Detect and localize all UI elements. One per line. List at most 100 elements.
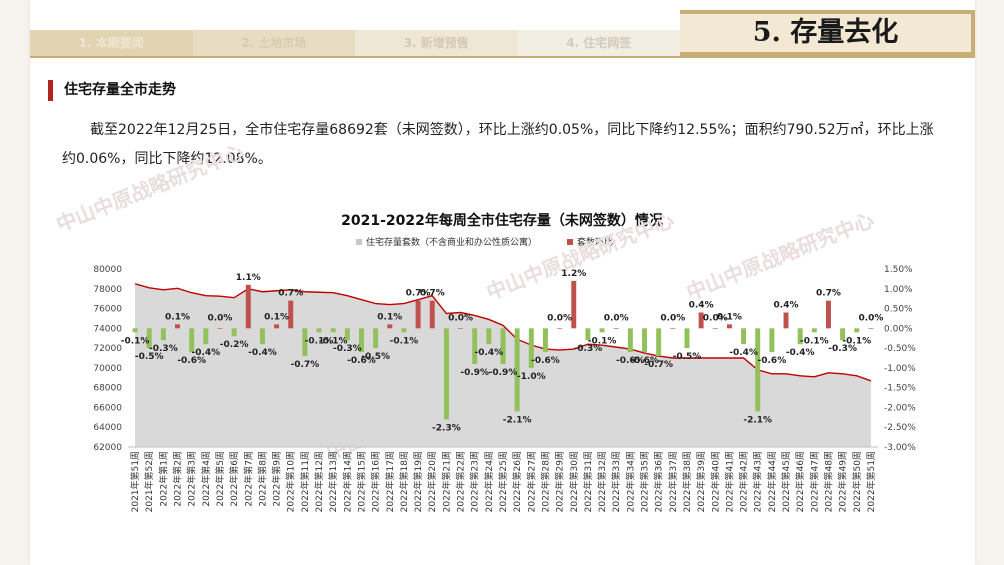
change-bar: [698, 312, 704, 329]
change-bar: [528, 328, 534, 368]
change-bar: [274, 324, 280, 329]
change-data-label: 0.1%: [264, 312, 289, 322]
y-left-tick-label: 66000: [93, 403, 122, 413]
tab-residential-sales[interactable]: 4. 住宅网签: [517, 30, 680, 56]
change-bar: [670, 328, 676, 329]
change-bar: [458, 328, 464, 329]
change-data-label: -0.4%: [248, 348, 277, 358]
change-bar: [344, 328, 350, 341]
change-bar: [684, 328, 690, 349]
change-bar: [429, 300, 435, 329]
x-tick-label: 2022年第20周: [426, 451, 438, 512]
slide: [30, 0, 975, 565]
y-right-tick-label: 1.50%: [884, 265, 913, 275]
x-tick-label: 2022年第30周: [568, 451, 580, 512]
x-tick-label: 2022年第15周: [355, 451, 367, 512]
change-bar: [316, 328, 322, 333]
x-tick-label: 2022年第3周: [186, 451, 198, 507]
change-data-label: -0.6%: [630, 356, 659, 366]
change-bar: [571, 280, 577, 329]
change-data-label: -2.3%: [432, 423, 461, 433]
change-bar: [359, 328, 364, 353]
x-tick-label: 2022年第4周: [200, 451, 212, 507]
change-data-label: -0.5%: [135, 352, 164, 362]
change-data-label: -0.6%: [616, 356, 645, 366]
x-tick-label: 2022年第38周: [681, 451, 693, 512]
change-bar: [373, 328, 379, 349]
change-bar: [231, 328, 237, 337]
x-tick-label: 2022年第43周: [752, 451, 764, 512]
change-bar: [486, 328, 492, 345]
tab-land-market[interactable]: 2. 土地市场: [192, 30, 355, 56]
change-data-label: -0.5%: [673, 352, 702, 362]
change-data-label: 1.2%: [561, 269, 586, 279]
change-data-label: -0.3%: [333, 344, 362, 354]
change-bar: [146, 328, 152, 349]
subsection-title: 住宅存量全市走势: [64, 82, 176, 98]
watermark-text-0: 中山中原战略研究中心: [53, 139, 247, 236]
tab-new-presale[interactable]: 3. 新增预售: [355, 30, 518, 56]
legend-item-change: 套数环比: [567, 235, 613, 248]
change-bar: [259, 328, 265, 345]
x-tick-label: 2022年第47周: [808, 451, 820, 512]
change-data-label: 0.7%: [278, 289, 303, 299]
x-tick-label: 2022年第28周: [539, 451, 551, 512]
change-data-label: 0.0%: [604, 313, 629, 323]
change-bar: [401, 328, 407, 333]
change-bar: [783, 312, 789, 329]
change-data-label: 0.1%: [377, 312, 402, 322]
change-data-label: -0.6%: [347, 356, 376, 366]
change-data-label: -0.6%: [758, 356, 787, 366]
chart-legend: 住宅存量套数（不含商业和办公性质公寓） 套数环比: [356, 235, 643, 248]
change-bar: [245, 284, 251, 329]
y-right-tick-label: 0.50%: [884, 305, 913, 315]
x-tick-label: 2022年第32周: [596, 451, 608, 512]
change-data-label: -0.4%: [786, 348, 815, 358]
y-left-tick-label: 78000: [93, 285, 122, 295]
change-bar: [613, 328, 619, 329]
section-title: 5. 存量去化: [680, 14, 971, 52]
stock-area: [135, 283, 871, 447]
legend-label-change: 套数环比: [577, 238, 614, 248]
y-right-tick-label: -1.00%: [884, 364, 916, 374]
change-bar: [557, 328, 563, 329]
change-bar: [811, 328, 817, 333]
legend-label-stock: 住宅存量套数（不含商业和办公性质公寓）: [366, 238, 538, 248]
change-bar: [500, 328, 506, 364]
change-data-label: -0.7%: [644, 360, 673, 370]
change-bar: [387, 324, 393, 329]
change-bar: [627, 328, 633, 353]
tab-news[interactable]: 1. 本期要闻: [30, 30, 193, 56]
change-bar: [415, 300, 421, 329]
y-right-tick-label: 1.00%: [884, 285, 913, 295]
x-tick-label: 2022年第27周: [525, 451, 537, 512]
y-left-tick-label: 76000: [93, 305, 122, 315]
change-data-label: -0.9%: [489, 368, 518, 378]
change-data-label: -0.7%: [291, 360, 320, 370]
change-bar: [868, 328, 874, 329]
x-tick-label: 2022年第16周: [370, 451, 382, 512]
change-bar: [443, 328, 449, 420]
x-tick-label: 2022年第14周: [341, 451, 353, 512]
change-bar: [132, 328, 138, 333]
change-bar: [160, 328, 166, 341]
stock-line: [134, 283, 872, 382]
y-left-tick-label: 72000: [93, 344, 122, 354]
y-right-tick-label: -0.50%: [884, 344, 916, 354]
x-tick-label: 2022年第5周: [214, 451, 226, 507]
x-tick-label: 2022年第1周: [157, 451, 169, 507]
x-tick-label: 2022年第51周: [865, 451, 877, 512]
change-data-label: -0.3%: [828, 344, 857, 354]
x-tick-label: 2022年第40周: [709, 451, 721, 512]
change-data-label: -2.1%: [503, 415, 532, 425]
change-data-label: -0.5%: [361, 352, 390, 362]
summary-paragraph: 截至2022年12月25日，全市住宅存量68692套（未网签数），环比上涨约0.…: [62, 122, 934, 167]
x-tick-label: 2022年第45周: [780, 451, 792, 512]
x-tick-label: 2022年第49周: [837, 451, 849, 512]
change-bar: [825, 300, 831, 329]
chart-title: 2021-2022年每周全市住宅存量（未网签数）情况: [341, 213, 663, 229]
change-bar: [175, 324, 181, 329]
nav-tabs: 1. 本期要闻 2. 土地市场 3. 新增预售 4. 住宅网签: [30, 30, 680, 56]
y-left-tick-label: 74000: [93, 324, 122, 334]
